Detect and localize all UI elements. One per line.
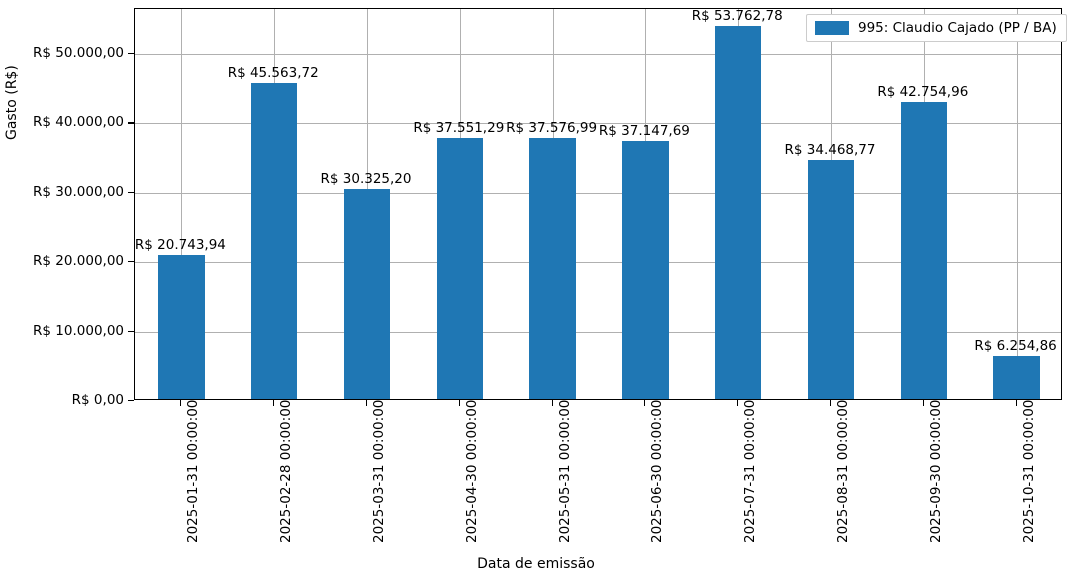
bar-value-label: R$ 53.762,78 [691, 7, 783, 24]
y-tick-label: R$ 0,00 [71, 392, 124, 408]
bar-value-label: R$ 30.325,20 [320, 170, 412, 187]
x-tick-label: 2025-05-31 00:00:00 [556, 399, 573, 543]
bar-value-label: R$ 42.754,96 [877, 84, 969, 101]
bar[interactable] [993, 355, 1040, 399]
bar[interactable] [343, 188, 391, 399]
x-tick-label: 2025-03-31 00:00:00 [371, 399, 387, 543]
bar-value-label: R$ 45.563,72 [227, 64, 319, 81]
gridline-vertical [181, 9, 183, 399]
bar[interactable] [807, 159, 855, 399]
x-tick-label: 2025-08-31 00:00:00 [835, 399, 851, 543]
x-tick-mark [922, 400, 924, 406]
gridline-vertical [1016, 9, 1018, 399]
y-tick-mark [128, 400, 134, 402]
y-tick-mark [128, 330, 134, 332]
bar[interactable] [622, 141, 669, 399]
bar[interactable] [715, 26, 762, 399]
x-tick-label: 2025-04-30 00:00:00 [463, 399, 480, 543]
legend-color-swatch [815, 21, 849, 35]
x-tick-mark [366, 400, 368, 406]
bar[interactable] [529, 138, 576, 399]
bar-value-label: R$ 34.468,77 [784, 141, 876, 158]
plot-area [134, 8, 1062, 400]
x-tick-label: 2025-10-31 00:00:00 [1020, 399, 1037, 543]
y-tick-label: R$ 40.000,00 [33, 114, 124, 131]
x-tick-mark [830, 400, 832, 406]
y-tick-label: R$ 30.000,00 [33, 183, 124, 200]
y-tick-mark [128, 122, 134, 124]
bar-value-label: R$ 37.551,29 [413, 120, 505, 137]
y-tick-mark [128, 53, 134, 55]
x-tick-label: 2025-01-31 00:00:00 [185, 399, 202, 543]
x-tick-label: 2025-07-31 00:00:00 [742, 399, 759, 543]
x-tick-mark [273, 400, 275, 406]
bar[interactable] [436, 138, 483, 399]
bar-value-label: R$ 37.576,99 [506, 120, 598, 137]
bar[interactable] [251, 82, 298, 399]
bar[interactable] [900, 102, 947, 399]
gridline-horizontal [135, 262, 1061, 264]
y-tick-label: R$ 50.000,00 [33, 45, 124, 62]
y-tick-label: R$ 20.000,00 [33, 253, 124, 270]
y-tick-mark [128, 261, 134, 263]
x-tick-mark [551, 400, 553, 406]
x-tick-label: 2025-02-28 00:00:00 [278, 399, 295, 543]
legend-entry-label: 995: Claudio Cajado (PP / BA) [858, 20, 1057, 36]
gridline-horizontal [135, 331, 1061, 333]
bar[interactable] [158, 255, 205, 399]
x-tick-mark [458, 400, 460, 406]
x-tick-mark [737, 400, 739, 406]
x-tick-mark [644, 400, 646, 406]
y-tick-mark [128, 191, 134, 193]
x-tick-label: 2025-09-30 00:00:00 [927, 399, 944, 543]
bar-value-label: R$ 20.743,94 [134, 237, 226, 254]
x-tick-mark [1015, 400, 1017, 406]
x-axis-title: Data de emissão [477, 556, 595, 572]
bar-value-label: R$ 6.254,86 [974, 337, 1057, 354]
gridline-horizontal [135, 192, 1061, 194]
x-tick-label: 2025-06-30 00:00:00 [649, 399, 666, 543]
y-axis-title: Gasto (R$) [4, 65, 20, 140]
x-tick-mark [180, 400, 182, 406]
gridline-horizontal [135, 123, 1061, 125]
chart-legend[interactable]: 995: Claudio Cajado (PP / BA) [806, 14, 1067, 42]
y-tick-label: R$ 10.000,00 [33, 322, 124, 339]
gridline-horizontal [135, 54, 1061, 56]
bar-value-label: R$ 37.147,69 [598, 123, 690, 140]
